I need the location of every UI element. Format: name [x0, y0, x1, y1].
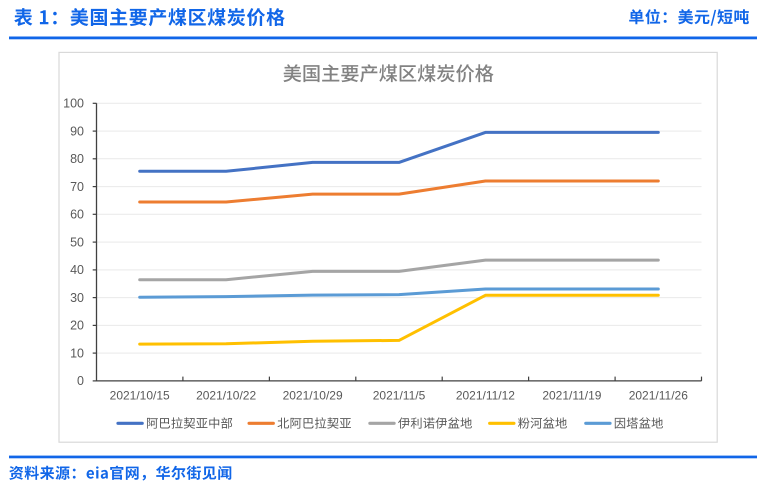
svg-text:2021/10/29: 2021/10/29: [283, 388, 343, 402]
svg-text:60: 60: [70, 208, 84, 222]
svg-text:20: 20: [70, 319, 84, 333]
svg-text:2021/11/19: 2021/11/19: [542, 388, 601, 402]
svg-text:100: 100: [63, 97, 84, 111]
svg-text:50: 50: [70, 235, 84, 249]
svg-text:2021/11/26: 2021/11/26: [629, 388, 688, 402]
svg-text:10: 10: [70, 346, 84, 360]
svg-text:0: 0: [77, 374, 84, 388]
svg-text:90: 90: [70, 124, 84, 138]
svg-text:80: 80: [70, 152, 84, 166]
svg-text:2021/10/15: 2021/10/15: [110, 388, 170, 402]
svg-text:2021/11/12: 2021/11/12: [456, 388, 515, 402]
svg-text:70: 70: [70, 180, 84, 194]
svg-text:40: 40: [70, 263, 84, 277]
svg-text:2021/11/5: 2021/11/5: [373, 388, 426, 402]
svg-text:30: 30: [70, 291, 84, 305]
svg-text:2021/10/22: 2021/10/22: [196, 388, 256, 402]
